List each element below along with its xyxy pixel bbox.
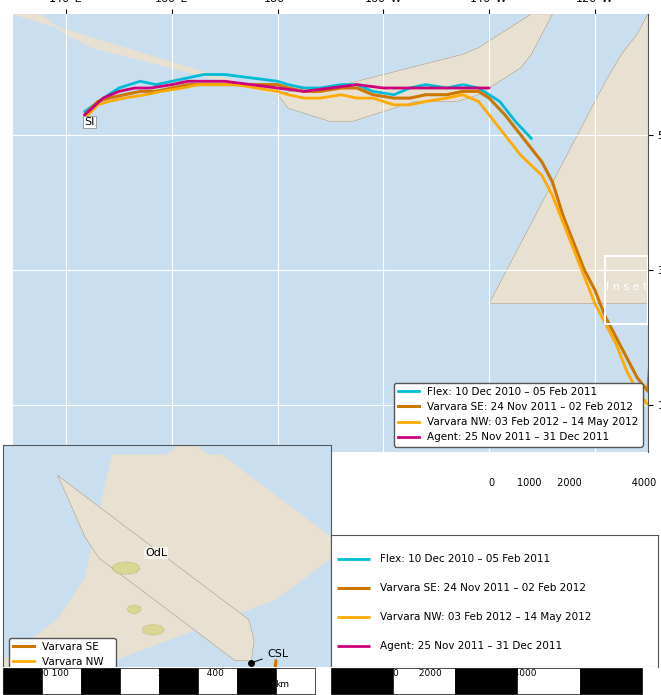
Ellipse shape	[142, 625, 164, 635]
Bar	[120, 669, 159, 694]
Bar	[455, 669, 518, 694]
Bar	[81, 669, 120, 694]
Text: km: km	[275, 680, 289, 689]
Ellipse shape	[128, 605, 141, 614]
Bar	[237, 669, 276, 694]
Text: I n s e t: I n s e t	[606, 282, 647, 292]
Bar	[3, 669, 42, 694]
Polygon shape	[278, 14, 553, 122]
Text: Varvara NW: 03 Feb 2012 – 14 May 2012: Varvara NW: 03 Feb 2012 – 14 May 2012	[369, 617, 581, 627]
Text: Varvara SE: 24 Nov 2011 – 02 Feb 2012: Varvara SE: 24 Nov 2011 – 02 Feb 2012	[369, 589, 575, 600]
Text: Agent: 25 Nov 2011 – 31 Dec 2011: Agent: 25 Nov 2011 – 31 Dec 2011	[369, 645, 551, 655]
Polygon shape	[13, 14, 278, 95]
Text: Flex: 10 Dec 2010 – 05 Feb 2011: Flex: 10 Dec 2010 – 05 Feb 2011	[369, 562, 539, 572]
Text: SI: SI	[85, 117, 95, 127]
Text: Flex: 10 Dec 2010 – 05 Feb 2011: Flex: 10 Dec 2010 – 05 Feb 2011	[379, 554, 550, 564]
Text: km: km	[619, 680, 633, 689]
Bar	[393, 669, 455, 694]
Ellipse shape	[112, 562, 139, 574]
Bar	[330, 669, 393, 694]
Bar	[198, 669, 237, 694]
Text: Varvara SE: 24 Nov 2011 – 02 Feb 2012: Varvara SE: 24 Nov 2011 – 02 Feb 2012	[379, 583, 586, 593]
Bar	[42, 669, 81, 694]
Text: 0       1000     2000                4000
                                      : 0 1000 2000 4000	[489, 478, 661, 500]
Bar	[276, 669, 315, 694]
Polygon shape	[3, 445, 330, 692]
Text: 0        1000       2000                         4000: 0 1000 2000 4000	[347, 669, 536, 678]
Polygon shape	[489, 14, 648, 304]
Polygon shape	[58, 475, 254, 661]
Legend: Varvara SE, Varvara NW, calving areas: Varvara SE, Varvara NW, calving areas	[9, 637, 116, 687]
Legend: Flex: 10 Dec 2010 – 05 Feb 2011, Varvara SE: 24 Nov 2011 – 02 Feb 2012, Varvara : Flex: 10 Dec 2010 – 05 Feb 2011, Varvara…	[394, 382, 642, 447]
Bar	[580, 669, 642, 694]
Text: CSL: CSL	[254, 648, 289, 662]
Text: Varvara NW: 03 Feb 2012 – 14 May 2012: Varvara NW: 03 Feb 2012 – 14 May 2012	[379, 612, 591, 622]
Text: Agent: 25 Nov 2011 – 31 Dec 2011: Agent: 25 Nov 2011 – 31 Dec 2011	[379, 641, 562, 651]
Text: 0    50 100            200             300           400: 0 50 100 200 300 400	[20, 669, 223, 678]
Bar	[605, 256, 648, 324]
Text: OdL: OdL	[145, 548, 167, 558]
Bar	[518, 669, 580, 694]
Bar	[159, 669, 198, 694]
